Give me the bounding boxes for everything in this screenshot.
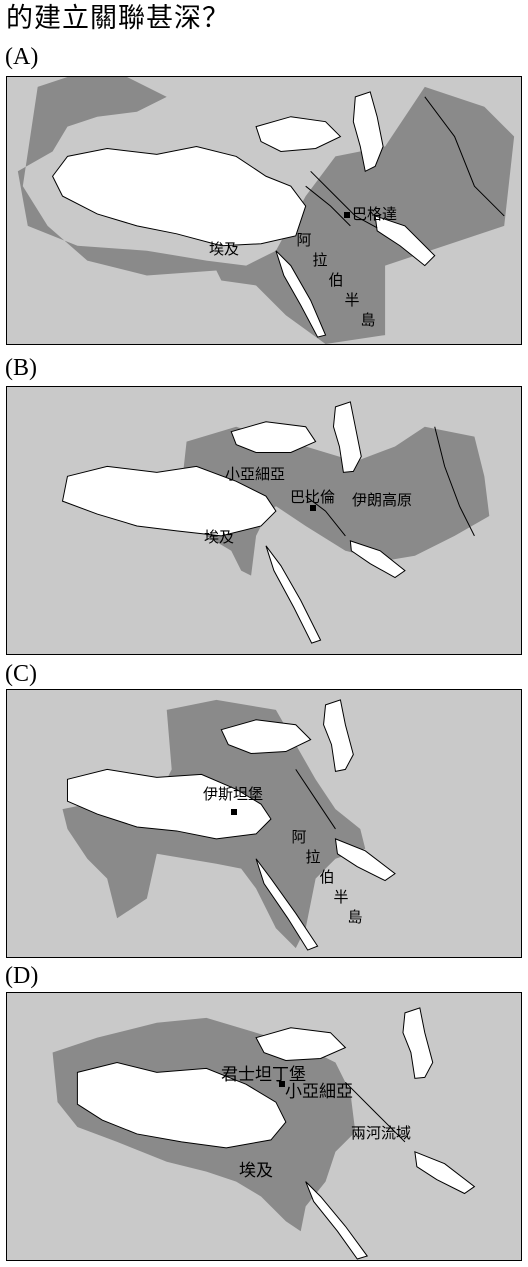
istanbul-marker bbox=[231, 809, 237, 815]
label-arabia-c-4: 半 bbox=[333, 888, 349, 906]
map-a-svg bbox=[17, 77, 515, 344]
map-option-a: 巴格達 埃及 阿 拉 伯 半 島 bbox=[6, 76, 522, 345]
constantinople-marker bbox=[279, 1081, 285, 1087]
label-arabia-c-3: 伯 bbox=[319, 868, 335, 886]
label-mesopotamia-d: 兩河流域 bbox=[351, 1124, 412, 1142]
label-arabia-a-5: 島 bbox=[360, 311, 376, 329]
label-capital-c: 伊斯坦堡 bbox=[203, 785, 264, 803]
option-b-label: (B) bbox=[5, 355, 37, 381]
label-arabia-a-4: 半 bbox=[344, 291, 360, 309]
map-b-svg bbox=[61, 401, 490, 644]
option-d-label: (D) bbox=[5, 963, 39, 989]
label-capital-a: 巴格達 bbox=[352, 205, 398, 223]
babylon-marker bbox=[310, 505, 316, 511]
question-text: 的建立關聯甚深？ bbox=[6, 3, 230, 34]
map-d-svg bbox=[52, 1007, 476, 1260]
label-capital-d: 君士坦丁堡 bbox=[221, 1065, 306, 1085]
label-asia-minor-d: 小亞細亞 bbox=[285, 1082, 353, 1102]
label-arabia-a-3: 伯 bbox=[328, 271, 344, 289]
map-c-svg bbox=[62, 699, 396, 951]
label-iran-b: 伊朗高原 bbox=[352, 491, 413, 509]
label-arabia-c-1: 阿 bbox=[291, 828, 307, 846]
label-arabia-c-5: 島 bbox=[347, 908, 363, 926]
label-arabia-a: 阿 bbox=[296, 231, 312, 249]
option-a-label: (A) bbox=[5, 44, 39, 70]
label-egypt-d: 埃及 bbox=[239, 1161, 273, 1181]
map-option-b: 小亞細亞 巴比倫 伊朗高原 埃及 bbox=[6, 386, 522, 655]
label-capital-b: 巴比倫 bbox=[290, 488, 336, 506]
map-option-c: 伊斯坦堡 阿 拉 伯 半 島 bbox=[6, 689, 522, 958]
option-c-label: (C) bbox=[5, 661, 37, 687]
label-arabia-c-2: 拉 bbox=[305, 848, 321, 866]
label-arabia-a-2: 拉 bbox=[312, 251, 328, 269]
label-egypt-a: 埃及 bbox=[209, 240, 240, 258]
map-option-d: 君士坦丁堡 小亞細亞 兩河流域 埃及 bbox=[6, 992, 522, 1261]
label-asia-minor-b: 小亞細亞 bbox=[225, 465, 286, 483]
baghdad-marker bbox=[344, 212, 350, 218]
label-egypt-b: 埃及 bbox=[204, 528, 235, 546]
